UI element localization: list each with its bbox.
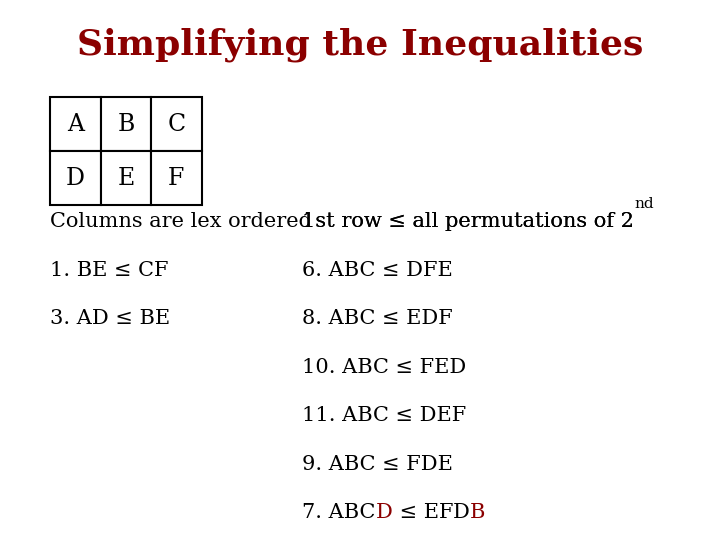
Text: B: B <box>117 113 135 136</box>
Text: 6. ABC ≤ DFE: 6. ABC ≤ DFE <box>302 260 453 280</box>
Text: B: B <box>470 503 485 523</box>
Text: D: D <box>453 503 470 523</box>
Bar <box>151 151 202 205</box>
Text: E: E <box>117 167 135 190</box>
Bar <box>50 97 101 151</box>
Text: 11. ABC ≤ DEF: 11. ABC ≤ DEF <box>302 406 467 426</box>
Bar <box>101 97 151 151</box>
Text: 3. AD ≤ BE: 3. AD ≤ BE <box>50 309 171 328</box>
Text: D: D <box>66 167 85 190</box>
Text: 8. ABC ≤ EDF: 8. ABC ≤ EDF <box>302 309 453 328</box>
Text: Simplifying the Inequalities: Simplifying the Inequalities <box>77 27 643 62</box>
Text: ≤ EF: ≤ EF <box>392 503 453 523</box>
Text: 1. BE ≤ CF: 1. BE ≤ CF <box>50 260 169 280</box>
Text: Columns are lex ordered: Columns are lex ordered <box>50 212 312 231</box>
Text: 9. ABC ≤ FDE: 9. ABC ≤ FDE <box>302 455 454 474</box>
Text: 7. ABC: 7. ABC <box>302 503 376 523</box>
Text: nd: nd <box>634 198 654 211</box>
Text: 10. ABC ≤ FED: 10. ABC ≤ FED <box>302 357 467 377</box>
Bar <box>151 97 202 151</box>
Text: D: D <box>376 503 392 523</box>
Bar <box>101 151 151 205</box>
Text: A: A <box>67 113 84 136</box>
Text: 1st row ≤ all permutations of 2: 1st row ≤ all permutations of 2 <box>302 212 634 231</box>
Text: C: C <box>167 113 186 136</box>
Text: 1st row ≤ all permutations of 2: 1st row ≤ all permutations of 2 <box>302 212 634 231</box>
Text: F: F <box>168 167 184 190</box>
Bar <box>50 151 101 205</box>
